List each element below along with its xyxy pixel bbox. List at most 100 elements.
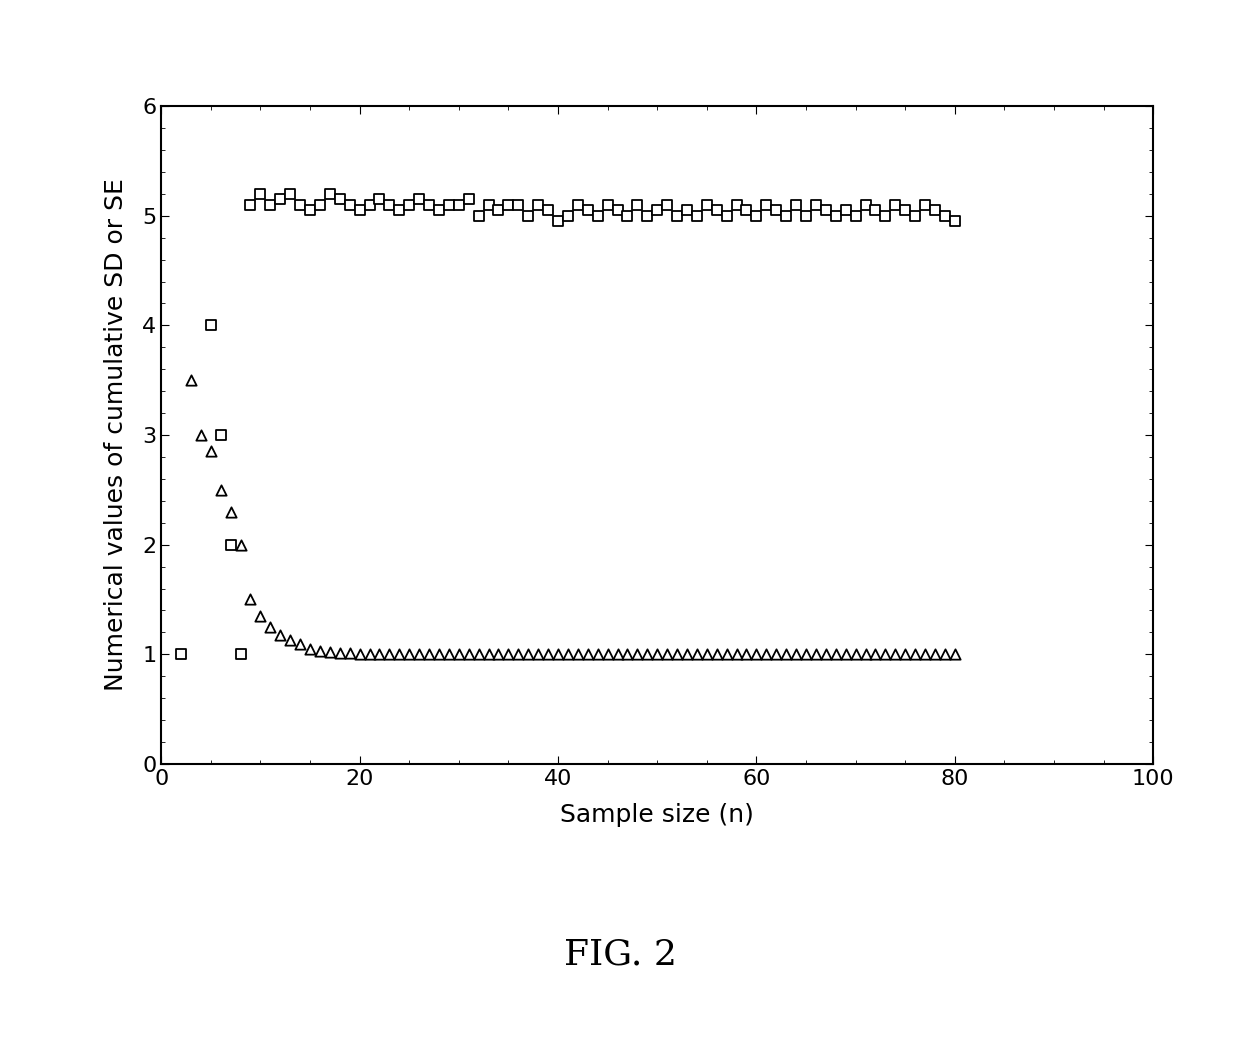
Point — [717, 207, 737, 224]
Point — [746, 207, 766, 224]
Point — [856, 196, 875, 213]
Point — [370, 646, 389, 663]
Point — [925, 202, 945, 219]
Point — [409, 646, 429, 663]
Point — [399, 646, 419, 663]
Point — [776, 646, 796, 663]
Point — [578, 646, 598, 663]
Point — [727, 646, 746, 663]
Point — [528, 196, 548, 213]
Point — [469, 207, 489, 224]
Point — [776, 207, 796, 224]
Y-axis label: Numerical values of cumulative SD or SE: Numerical values of cumulative SD or SE — [104, 178, 128, 692]
Point — [598, 646, 618, 663]
Point — [419, 196, 439, 213]
Point — [806, 196, 826, 213]
X-axis label: Sample size (n): Sample size (n) — [560, 803, 754, 827]
Point — [766, 202, 786, 219]
Point — [905, 207, 925, 224]
Point — [171, 646, 191, 663]
Point — [518, 207, 538, 224]
Point — [429, 646, 449, 663]
Point — [687, 207, 707, 224]
Point — [945, 212, 965, 230]
Point — [370, 191, 389, 208]
Point — [895, 202, 915, 219]
Point — [806, 646, 826, 663]
Point — [340, 645, 360, 662]
Point — [300, 640, 320, 657]
Point — [796, 646, 816, 663]
Point — [389, 646, 409, 663]
Point — [241, 591, 260, 608]
Point — [885, 196, 905, 213]
Point — [548, 646, 568, 663]
Point — [439, 646, 459, 663]
Point — [340, 196, 360, 213]
Point — [429, 202, 449, 219]
Point — [826, 207, 846, 224]
Point — [260, 619, 280, 636]
Point — [846, 646, 866, 663]
Point — [836, 646, 856, 663]
Point — [707, 646, 727, 663]
Point — [746, 646, 766, 663]
Point — [647, 646, 667, 663]
Point — [647, 202, 667, 219]
Point — [826, 646, 846, 663]
Point — [221, 536, 241, 553]
Point — [250, 607, 270, 624]
Point — [816, 202, 836, 219]
Point — [479, 646, 498, 663]
Point — [637, 646, 657, 663]
Point — [756, 646, 776, 663]
Point — [727, 196, 746, 213]
Point — [221, 503, 241, 520]
Point — [280, 631, 300, 648]
Point — [508, 646, 528, 663]
Point — [360, 196, 379, 213]
Point — [498, 196, 518, 213]
Point — [399, 196, 419, 213]
Point — [637, 207, 657, 224]
Point — [538, 646, 558, 663]
Point — [598, 196, 618, 213]
Point — [866, 646, 885, 663]
Point — [528, 646, 548, 663]
Point — [439, 196, 459, 213]
Point — [766, 646, 786, 663]
Point — [489, 202, 508, 219]
Point — [449, 646, 469, 663]
Point — [389, 202, 409, 219]
Point — [687, 646, 707, 663]
Point — [260, 196, 280, 213]
Point — [786, 646, 806, 663]
Text: FIG. 2: FIG. 2 — [563, 938, 677, 972]
Point — [856, 646, 875, 663]
Point — [350, 202, 370, 219]
Point — [489, 646, 508, 663]
Point — [935, 207, 955, 224]
Point — [667, 646, 687, 663]
Point — [697, 196, 717, 213]
Point — [627, 196, 647, 213]
Point — [300, 202, 320, 219]
Point — [657, 196, 677, 213]
Point — [756, 196, 776, 213]
Point — [181, 371, 201, 388]
Point — [498, 646, 518, 663]
Point — [667, 207, 687, 224]
Point — [895, 646, 915, 663]
Point — [270, 626, 290, 643]
Point — [350, 645, 370, 662]
Point — [915, 646, 935, 663]
Point — [885, 646, 905, 663]
Point — [459, 191, 479, 208]
Point — [231, 536, 250, 553]
Point — [538, 202, 558, 219]
Point — [459, 646, 479, 663]
Point — [588, 646, 608, 663]
Point — [568, 646, 588, 663]
Point — [866, 202, 885, 219]
Point — [627, 646, 647, 663]
